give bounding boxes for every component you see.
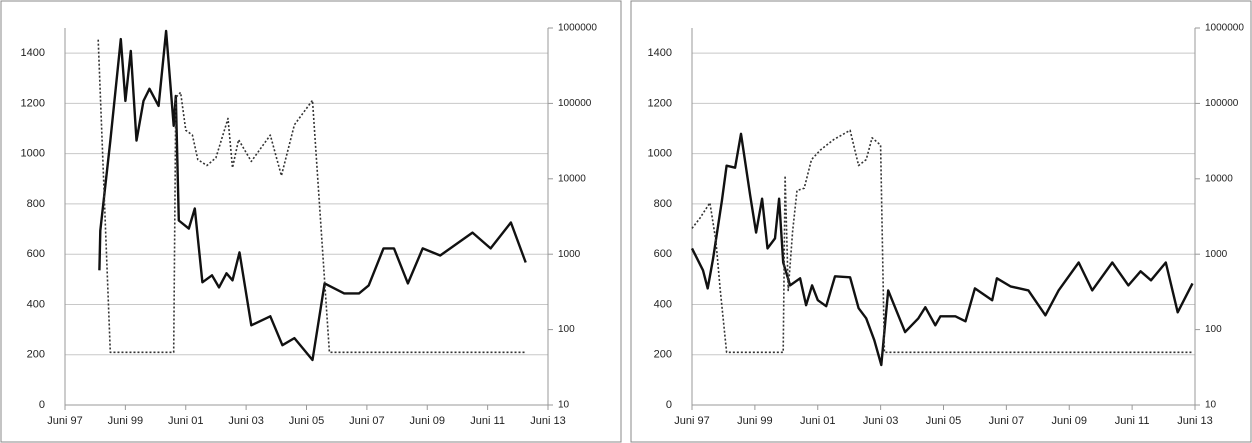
y-tick-label: 0: [39, 399, 45, 411]
line-series: [98, 29, 527, 362]
y-tick-label: 800: [27, 198, 45, 210]
panel-frame: [0, 0, 622, 443]
y2-tick-label: 100000: [558, 98, 592, 109]
y-tick-label: 600: [654, 248, 672, 260]
x-tick-label: Juni 03: [228, 415, 263, 427]
x-tick-label: Juni 09: [1052, 415, 1087, 427]
y2-tick-label: 10: [558, 400, 570, 411]
y-tick-label: 400: [27, 298, 45, 310]
x-tick-label: Juni 97: [674, 415, 709, 427]
x-tick-label: Juni 97: [47, 415, 82, 427]
y-tick-label: 1200: [21, 97, 45, 109]
y-tick-label: 200: [654, 349, 672, 361]
y2-tick-label: 10000: [1205, 173, 1233, 184]
panel-frame: [630, 0, 1252, 443]
x-tick-label: Juni 99: [737, 415, 772, 427]
y2-tick-label: 1000: [558, 249, 581, 260]
y2-tick-label: 1000: [1205, 249, 1228, 260]
y-tick-label: 1000: [648, 148, 672, 160]
x-tick-label: Juni 13: [1177, 415, 1212, 427]
y-tick-label: 0: [666, 399, 672, 411]
y-tick-label: 600: [27, 248, 45, 260]
x-tick-label: Juni 99: [108, 415, 143, 427]
x-tick-label: Juni 03: [863, 415, 898, 427]
y2-tick-label: 100: [1205, 324, 1222, 335]
dotted-line: [97, 39, 526, 354]
y2-tick-label: 100: [558, 324, 575, 335]
line-series: [690, 132, 1194, 367]
dotted-line: [691, 129, 1193, 354]
y2-tick-label: 10: [1205, 400, 1217, 411]
x-tick-label: Juni 05: [289, 415, 324, 427]
y-tick-label: 1000: [21, 148, 45, 160]
x-tick-label: Juni 11: [1115, 415, 1150, 427]
x-tick-label: Juni 09: [410, 415, 445, 427]
x-tick-label: Juni 07: [349, 415, 384, 427]
y-tick-label: 1400: [21, 47, 45, 59]
x-tick-label: Juni 11: [470, 415, 505, 427]
y-tick-label: 800: [654, 198, 672, 210]
x-tick-label: Juni 05: [926, 415, 961, 427]
y-tick-label: 400: [654, 298, 672, 310]
y2-tick-label: 100000: [1205, 98, 1239, 109]
x-tick-label: Juni 01: [168, 415, 203, 427]
y-tick-label: 200: [27, 349, 45, 361]
y2-tick-label: 1000000: [558, 23, 597, 34]
x-tick-label: Juni 13: [530, 415, 565, 427]
x-tick-label: Juni 07: [989, 415, 1024, 427]
y-tick-label: 1400: [648, 47, 672, 59]
y-tick-label: 1200: [648, 97, 672, 109]
y2-tick-label: 10000: [558, 173, 586, 184]
x-tick-label: Juni 01: [800, 415, 835, 427]
y2-tick-label: 1000000: [1205, 23, 1244, 34]
